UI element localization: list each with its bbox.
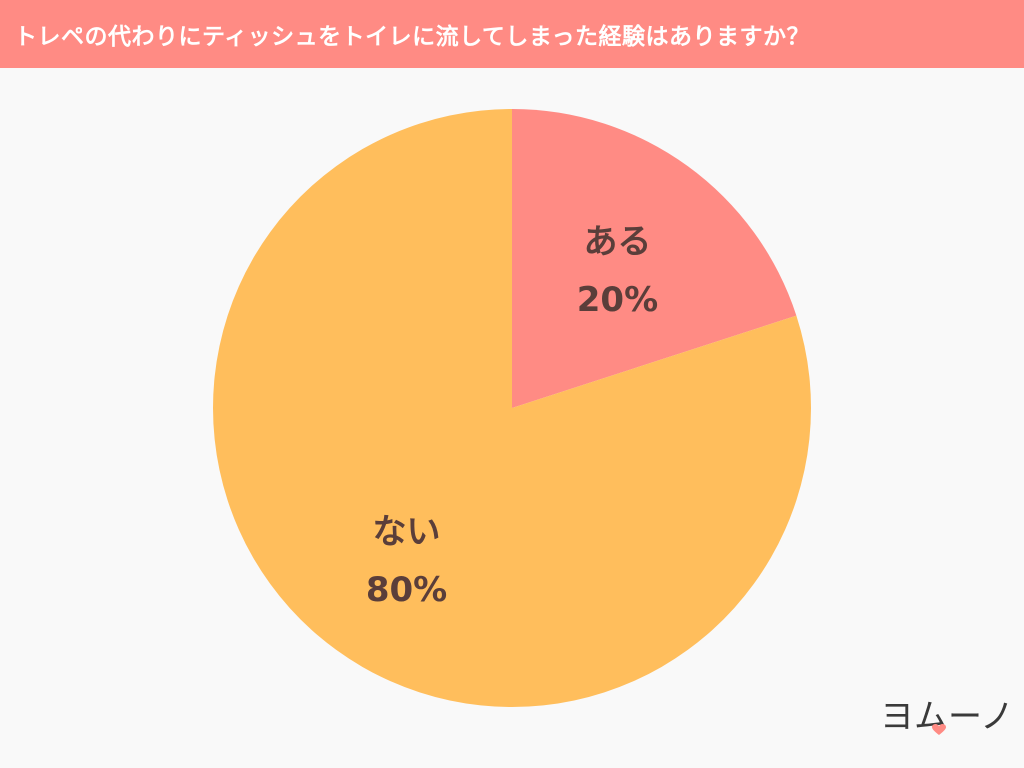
slice-label-nai: ない bbox=[373, 512, 441, 552]
heart-icon bbox=[932, 724, 946, 735]
slice-label-aru: ある bbox=[583, 222, 651, 262]
slice-value-nai: 80% bbox=[366, 570, 447, 610]
chart-title: トレペの代わりにティッシュをトイレに流してしまった経験はありますか？ bbox=[14, 24, 811, 50]
pie-slice-aru bbox=[512, 109, 797, 408]
logo-text: ヨムーノ bbox=[880, 697, 1014, 737]
slice-value-aru: 20% bbox=[577, 280, 658, 320]
title-bar: トレペの代わりにティッシュをトイレに流してしまった経験はありますか？ bbox=[0, 0, 1024, 68]
brand-logo: ヨムーノ bbox=[880, 695, 1014, 739]
pie-slice-nai bbox=[213, 108, 812, 708]
